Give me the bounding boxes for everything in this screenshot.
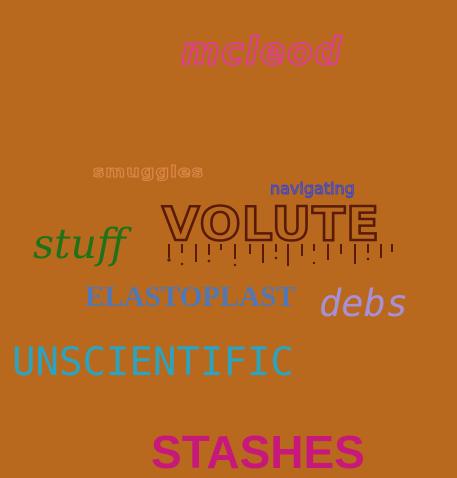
word-navigating: navigating <box>270 179 356 198</box>
word-mcleod: mcleod <box>180 30 344 73</box>
word-debs: debs <box>319 282 409 325</box>
word-stashes: STASHES <box>151 426 365 478</box>
volute-drips-decoration <box>167 244 393 267</box>
word-smuggles: smuggles <box>92 162 205 181</box>
word-elastoplast: ELASTOPLAST <box>85 281 296 313</box>
word-stuff: stuff <box>33 220 126 268</box>
word-volute: VOLUTE <box>161 197 381 251</box>
word-unscientific: UNSCIENTIFIC <box>12 340 294 385</box>
